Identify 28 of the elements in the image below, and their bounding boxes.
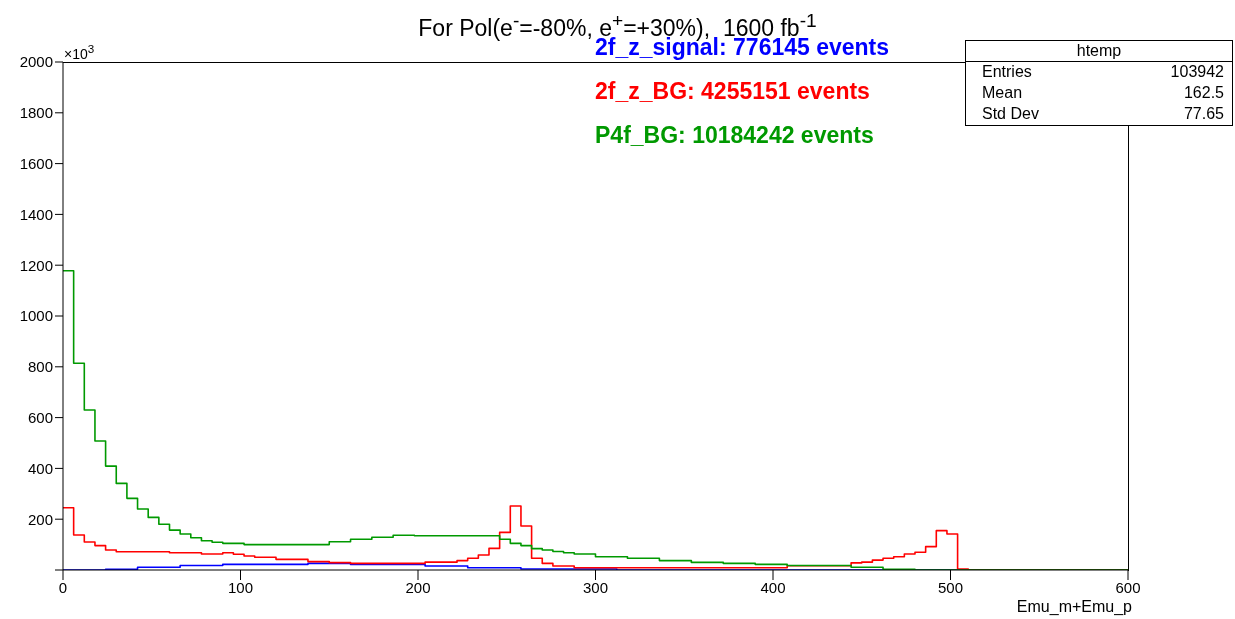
- y-tick-label: 1000: [19, 307, 53, 325]
- y-tick-label: 200: [27, 510, 53, 528]
- y-tick-label: 600: [27, 408, 53, 426]
- y-tick-label: 800: [27, 358, 53, 376]
- x-tick-label: 600: [1115, 578, 1141, 596]
- text: 77.65: [1183, 105, 1224, 123]
- x-tick-label: 100: [227, 578, 254, 596]
- y-tick-label: 1600: [19, 154, 53, 172]
- x-tick-label: 400: [760, 578, 786, 596]
- x-tick-label: 500: [937, 578, 964, 596]
- annotation: Std Dev: [982, 105, 1039, 123]
- text: 162.5: [1183, 84, 1224, 102]
- x-axis-title: Emu_m+Emu_p: [1016, 598, 1132, 616]
- text: ×10$^{3}$: [64, 42, 95, 62]
- x-tick-label: 200: [405, 578, 431, 596]
- text: 2f_z_BG: 4255151 events: [595, 78, 871, 106]
- x-tick-label: 0: [58, 578, 68, 596]
- x-tick-label: 300: [582, 578, 609, 596]
- text: htemp: [966, 41, 1232, 62]
- y-tick-label: 1200: [19, 256, 53, 274]
- text: P4f_BG: 10184242 events: [595, 122, 875, 150]
- text: 103942: [1170, 63, 1224, 81]
- annotation: Entries: [982, 63, 1032, 81]
- annotation: Mean: [982, 84, 1023, 102]
- y-tick-label: 2000: [19, 53, 53, 71]
- y-tick-label: 1800: [19, 104, 53, 122]
- y-tick-label: 1400: [19, 205, 53, 223]
- y-tick-label: 400: [27, 459, 53, 477]
